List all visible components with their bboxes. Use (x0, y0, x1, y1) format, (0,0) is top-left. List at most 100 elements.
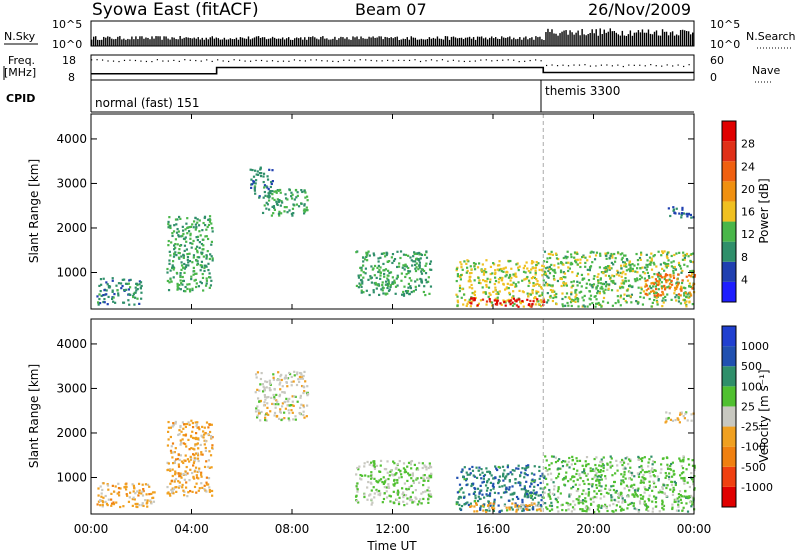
heatmap-cell (273, 414, 276, 417)
heatmap-cell (183, 459, 186, 462)
heatmap-cell (542, 260, 546, 263)
heatmap-cell (473, 265, 476, 268)
nave-dot (343, 59, 345, 61)
nave-dot (529, 59, 531, 62)
heatmap-cell (664, 471, 667, 475)
heatmap-cell (661, 267, 664, 270)
heatmap-cell (648, 472, 651, 475)
heatmap-cell (269, 410, 272, 413)
heatmap-cell (682, 460, 685, 463)
heatmap-cell (498, 260, 501, 263)
heatmap-cell (387, 274, 390, 277)
heatmap-cell (422, 290, 425, 294)
heatmap-cell (378, 470, 381, 473)
heatmap-cell (254, 182, 257, 185)
heatmap-cell (528, 491, 531, 495)
heatmap-cell (267, 188, 270, 191)
heatmap-cell (363, 462, 366, 465)
heatmap-cell (252, 181, 255, 185)
heatmap-cell (359, 266, 362, 269)
heatmap-cell (417, 268, 420, 271)
heatmap-cell (503, 484, 506, 487)
heatmap-cell (470, 268, 473, 271)
heatmap-cell (575, 274, 579, 277)
heatmap-cell (258, 400, 261, 403)
heatmap-cell (561, 292, 564, 295)
heatmap-cell (680, 213, 683, 217)
heatmap-cell (610, 485, 613, 488)
nsky-bar (454, 37, 457, 46)
nsky-bar (384, 36, 386, 46)
heatmap-cell (522, 267, 525, 270)
heatmap-cell (664, 295, 667, 299)
nsky-bar (458, 37, 461, 46)
nsky-bar (555, 33, 557, 46)
heatmap-cell (470, 482, 474, 486)
heatmap-cell (409, 286, 413, 290)
heatmap-cell (514, 273, 517, 276)
nsky-bar (398, 39, 400, 46)
heatmap-cell (209, 454, 213, 457)
nsky-bar (320, 36, 322, 46)
nsky-bar (334, 36, 336, 46)
heatmap-cell (210, 255, 213, 258)
heatmap-cell (203, 216, 206, 220)
heatmap-cell (657, 271, 661, 274)
heatmap-cell (259, 166, 262, 169)
heatmap-cell (593, 495, 596, 499)
heatmap-cell (589, 469, 592, 473)
heatmap-cell (585, 286, 588, 290)
heatmap-cell (465, 471, 468, 474)
heatmap-cell (291, 395, 294, 398)
heatmap-cell (258, 196, 261, 199)
nave-dot (414, 59, 416, 61)
heatmap-cell (144, 483, 148, 486)
heatmap-cell (530, 277, 533, 280)
heatmap-cell (486, 494, 489, 497)
heatmap-cell (417, 500, 421, 503)
x-tick-label: 08:00 (275, 522, 310, 536)
heatmap-cell (601, 463, 604, 466)
heatmap-cell (686, 215, 689, 218)
heatmap-cell (645, 504, 648, 508)
heatmap-cell (639, 267, 642, 270)
heatmap-cell (616, 251, 620, 254)
colorbar-segment (722, 386, 736, 407)
nsky-bar (597, 35, 599, 46)
heatmap-cell (604, 280, 608, 284)
heatmap-cell (576, 296, 579, 300)
nave-dot (123, 59, 126, 62)
heatmap-cell (121, 284, 124, 288)
nsky-bar (543, 39, 545, 46)
heatmap-cell (283, 411, 286, 414)
heatmap-cell (181, 483, 184, 487)
heatmap-cell (188, 460, 191, 463)
heatmap-cell (255, 407, 258, 410)
heatmap-cell (671, 493, 675, 496)
heatmap-cell (527, 464, 530, 467)
colorbar-tick-label: -25 (741, 421, 759, 434)
heatmap-cell (581, 464, 584, 467)
nsky-bar (565, 30, 567, 46)
heatmap-cell (170, 479, 173, 482)
heatmap-cell (100, 283, 103, 286)
heatmap-cell (298, 375, 302, 379)
heatmap-cell (277, 371, 280, 374)
heatmap-cell (137, 482, 141, 485)
heatmap-cell (519, 302, 522, 305)
heatmap-cell (584, 256, 587, 259)
heatmap-cell (249, 168, 252, 171)
heatmap-cell (200, 260, 204, 263)
heatmap-cell (211, 230, 214, 233)
heatmap-cell (387, 280, 390, 283)
heatmap-cell (672, 209, 675, 212)
heatmap-cell (606, 265, 610, 268)
nsky-bar (651, 34, 654, 46)
nsky-bar (129, 39, 131, 46)
heatmap-cell (612, 275, 616, 278)
heatmap-cell (602, 300, 605, 303)
heatmap-cell (616, 469, 619, 472)
heatmap-cell (647, 509, 650, 512)
heatmap-cell (558, 467, 562, 470)
heatmap-cell (633, 483, 636, 486)
